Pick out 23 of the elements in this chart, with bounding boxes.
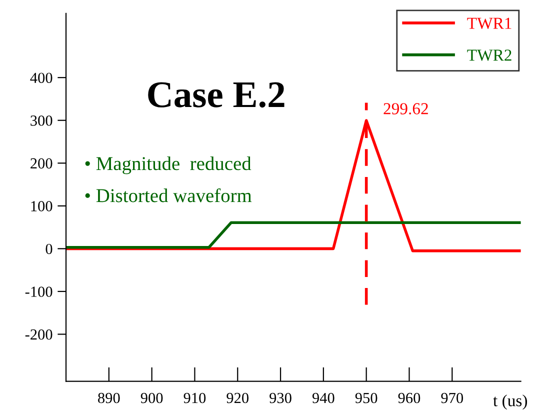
y-tick-label: -200 [25,329,52,340]
x-tick-label: 950 [355,392,378,404]
annotation: • Distorted waveform [85,188,252,202]
x-tick-label: 890 [98,392,120,404]
y-tick-label: 0 [46,244,52,254]
x-tick-label: 970 [441,392,464,404]
legend-label: TWR1 [467,18,512,30]
y-tick-label: -100 [25,286,52,297]
x-tick-label: 930 [270,392,292,404]
y-tick-label: 100 [31,201,52,212]
annotation: • Magnitude reduced [85,156,252,174]
x-tick-label: 910 [184,392,206,404]
text: Case E.2 [148,82,284,108]
y-tick-label: 300 [30,115,52,126]
annotation: 299.62 [384,103,428,114]
x-tick-label: 960 [398,392,420,404]
y-tick-label: 400 [30,72,52,84]
y-tick-label: 200 [30,158,52,169]
legend-label: TWR2 [467,50,512,61]
x-axis-title: t (us) [493,394,527,410]
x-tick-label: 940 [312,392,334,404]
x-tick-label: 920 [226,392,248,404]
x-tick-label: 900 [140,392,163,404]
